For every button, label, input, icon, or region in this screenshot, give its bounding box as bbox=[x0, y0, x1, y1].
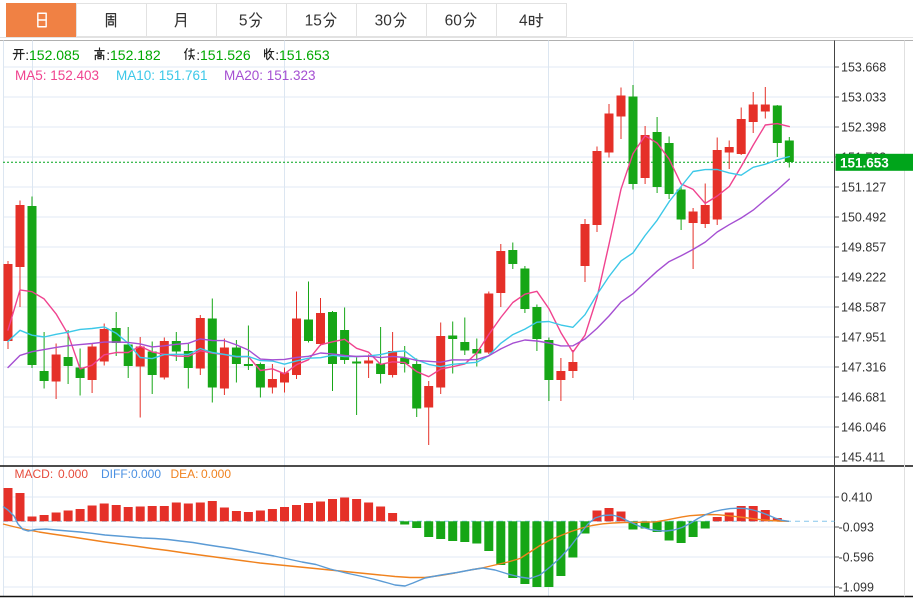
svg-text:-1.099: -1.099 bbox=[839, 581, 874, 595]
svg-text:153.033: 153.033 bbox=[841, 91, 886, 105]
svg-text:0.410: 0.410 bbox=[841, 491, 872, 505]
svg-text:152.085: 152.085 bbox=[29, 47, 80, 63]
svg-text:0.000: 0.000 bbox=[58, 467, 88, 481]
svg-text:147.316: 147.316 bbox=[841, 361, 886, 375]
svg-text:5: 5 bbox=[239, 13, 248, 30]
svg-text:149.222: 149.222 bbox=[841, 271, 886, 285]
svg-text:-0.596: -0.596 bbox=[839, 551, 874, 565]
svg-text:MA10: 151.761: MA10: 151.761 bbox=[116, 68, 208, 83]
svg-text:30: 30 bbox=[375, 13, 393, 30]
svg-text:15: 15 bbox=[305, 13, 322, 30]
svg-text:145.411: 145.411 bbox=[841, 451, 885, 465]
svg-text:MACD:: MACD: bbox=[15, 467, 54, 481]
svg-text:MA5: 152.403: MA5: 152.403 bbox=[15, 68, 99, 83]
svg-text:151.653: 151.653 bbox=[279, 47, 330, 63]
svg-text:146.046: 146.046 bbox=[841, 421, 886, 435]
svg-text:4: 4 bbox=[519, 13, 528, 30]
svg-text:152.182: 152.182 bbox=[110, 47, 161, 63]
svg-text:151.653: 151.653 bbox=[840, 155, 889, 170]
svg-text:147.951: 147.951 bbox=[841, 331, 886, 345]
svg-text:149.857: 149.857 bbox=[841, 241, 886, 255]
svg-text:MA20: 151.323: MA20: 151.323 bbox=[224, 68, 316, 83]
svg-text:0.000: 0.000 bbox=[201, 467, 231, 481]
svg-text:0.000: 0.000 bbox=[131, 467, 161, 481]
svg-text:DEA:: DEA: bbox=[171, 467, 199, 481]
svg-text:60: 60 bbox=[445, 13, 463, 30]
svg-text:146.681: 146.681 bbox=[841, 391, 886, 405]
svg-text:153.668: 153.668 bbox=[841, 61, 886, 75]
svg-text:152.398: 152.398 bbox=[841, 121, 886, 135]
svg-text:150.492: 150.492 bbox=[841, 211, 886, 225]
svg-text:-0.093: -0.093 bbox=[839, 521, 874, 535]
svg-text:151.526: 151.526 bbox=[200, 47, 251, 63]
svg-text:148.587: 148.587 bbox=[841, 301, 886, 315]
svg-text:151.127: 151.127 bbox=[841, 181, 886, 195]
svg-text:DIFF:: DIFF: bbox=[101, 467, 131, 481]
